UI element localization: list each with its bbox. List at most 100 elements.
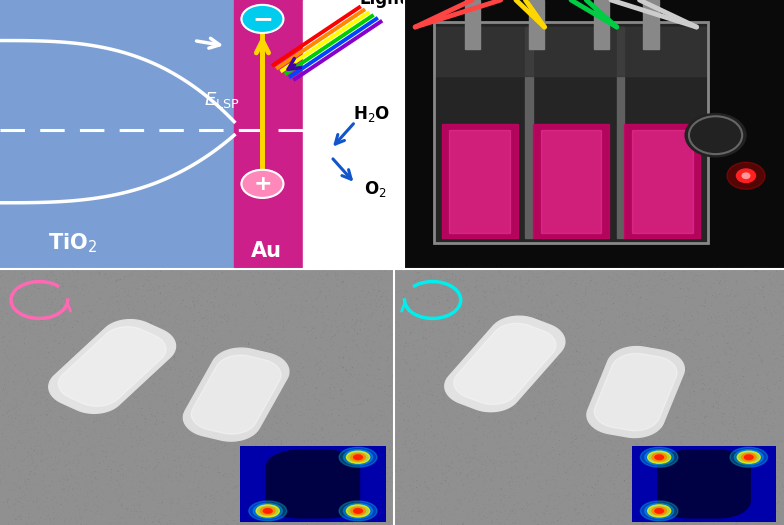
Point bbox=[135, 372, 147, 380]
Point bbox=[20, 423, 33, 431]
Point bbox=[158, 427, 170, 436]
Point bbox=[401, 300, 414, 309]
Point bbox=[741, 486, 753, 494]
Point bbox=[218, 315, 230, 323]
Point bbox=[39, 408, 52, 416]
Point bbox=[96, 482, 109, 490]
Point bbox=[769, 287, 782, 296]
Point bbox=[551, 382, 564, 391]
Point bbox=[559, 293, 572, 301]
Point bbox=[508, 366, 521, 374]
Point bbox=[673, 495, 685, 503]
Point bbox=[231, 435, 244, 443]
Point bbox=[187, 271, 200, 279]
Point bbox=[735, 384, 747, 393]
Point bbox=[357, 327, 369, 335]
Point bbox=[510, 520, 522, 525]
Point bbox=[579, 490, 592, 498]
Point bbox=[706, 337, 718, 345]
Point bbox=[753, 371, 766, 380]
Point bbox=[237, 419, 249, 427]
Point bbox=[633, 272, 646, 281]
Point bbox=[338, 323, 350, 331]
Point bbox=[372, 469, 385, 478]
Point bbox=[488, 388, 501, 396]
Bar bbox=[434, 22, 708, 243]
Point bbox=[697, 437, 710, 446]
Point bbox=[453, 310, 466, 319]
Point bbox=[629, 350, 641, 359]
Point bbox=[67, 491, 79, 500]
Point bbox=[322, 428, 335, 436]
Point bbox=[499, 491, 512, 499]
Point bbox=[111, 297, 124, 306]
Point bbox=[509, 307, 521, 315]
Point bbox=[746, 442, 759, 450]
Point bbox=[562, 477, 575, 486]
Point bbox=[247, 452, 260, 460]
Point bbox=[60, 429, 72, 437]
Point bbox=[501, 403, 514, 411]
Point bbox=[403, 267, 416, 275]
Point bbox=[539, 454, 551, 462]
Point bbox=[46, 381, 59, 389]
Point bbox=[463, 453, 475, 461]
Point bbox=[452, 346, 464, 355]
Point bbox=[9, 453, 22, 461]
Point bbox=[768, 350, 781, 358]
Point bbox=[202, 381, 215, 390]
Point bbox=[404, 293, 416, 302]
Point bbox=[315, 345, 328, 353]
Point bbox=[720, 292, 732, 301]
Point bbox=[408, 430, 421, 439]
Point bbox=[635, 377, 648, 385]
Point bbox=[270, 419, 283, 427]
Point bbox=[475, 509, 488, 517]
Point bbox=[529, 304, 542, 313]
Point bbox=[103, 381, 115, 389]
Point bbox=[376, 375, 388, 384]
Point bbox=[391, 519, 404, 525]
Point bbox=[756, 415, 768, 424]
Point bbox=[740, 495, 753, 503]
Point bbox=[455, 271, 467, 279]
Point bbox=[643, 481, 655, 489]
Point bbox=[298, 364, 310, 372]
Point bbox=[371, 477, 383, 486]
Point bbox=[207, 301, 220, 310]
Point bbox=[568, 437, 580, 446]
Point bbox=[563, 364, 575, 373]
Point bbox=[214, 386, 227, 395]
Point bbox=[14, 351, 27, 360]
Point bbox=[180, 379, 193, 387]
Point bbox=[586, 476, 599, 485]
Point bbox=[396, 297, 408, 305]
Point bbox=[233, 352, 245, 361]
Point bbox=[290, 489, 303, 497]
Point bbox=[407, 505, 419, 513]
Point bbox=[418, 452, 430, 460]
Point bbox=[564, 334, 577, 342]
Point bbox=[451, 490, 463, 498]
Point bbox=[334, 519, 347, 525]
Point bbox=[243, 379, 256, 387]
Point bbox=[42, 456, 54, 464]
Point bbox=[521, 419, 533, 427]
Point bbox=[292, 367, 304, 375]
Point bbox=[536, 281, 549, 289]
Point bbox=[414, 402, 426, 410]
Point bbox=[315, 358, 328, 366]
Point bbox=[615, 381, 628, 390]
Point bbox=[418, 456, 430, 465]
Point bbox=[282, 317, 295, 325]
Point bbox=[95, 447, 107, 455]
Point bbox=[632, 283, 644, 291]
Point bbox=[363, 520, 376, 525]
Point bbox=[531, 468, 543, 476]
Point bbox=[412, 401, 425, 410]
Point bbox=[107, 348, 119, 356]
Point bbox=[508, 278, 521, 286]
Point bbox=[645, 341, 658, 349]
Point bbox=[769, 282, 782, 290]
Point bbox=[482, 413, 495, 421]
